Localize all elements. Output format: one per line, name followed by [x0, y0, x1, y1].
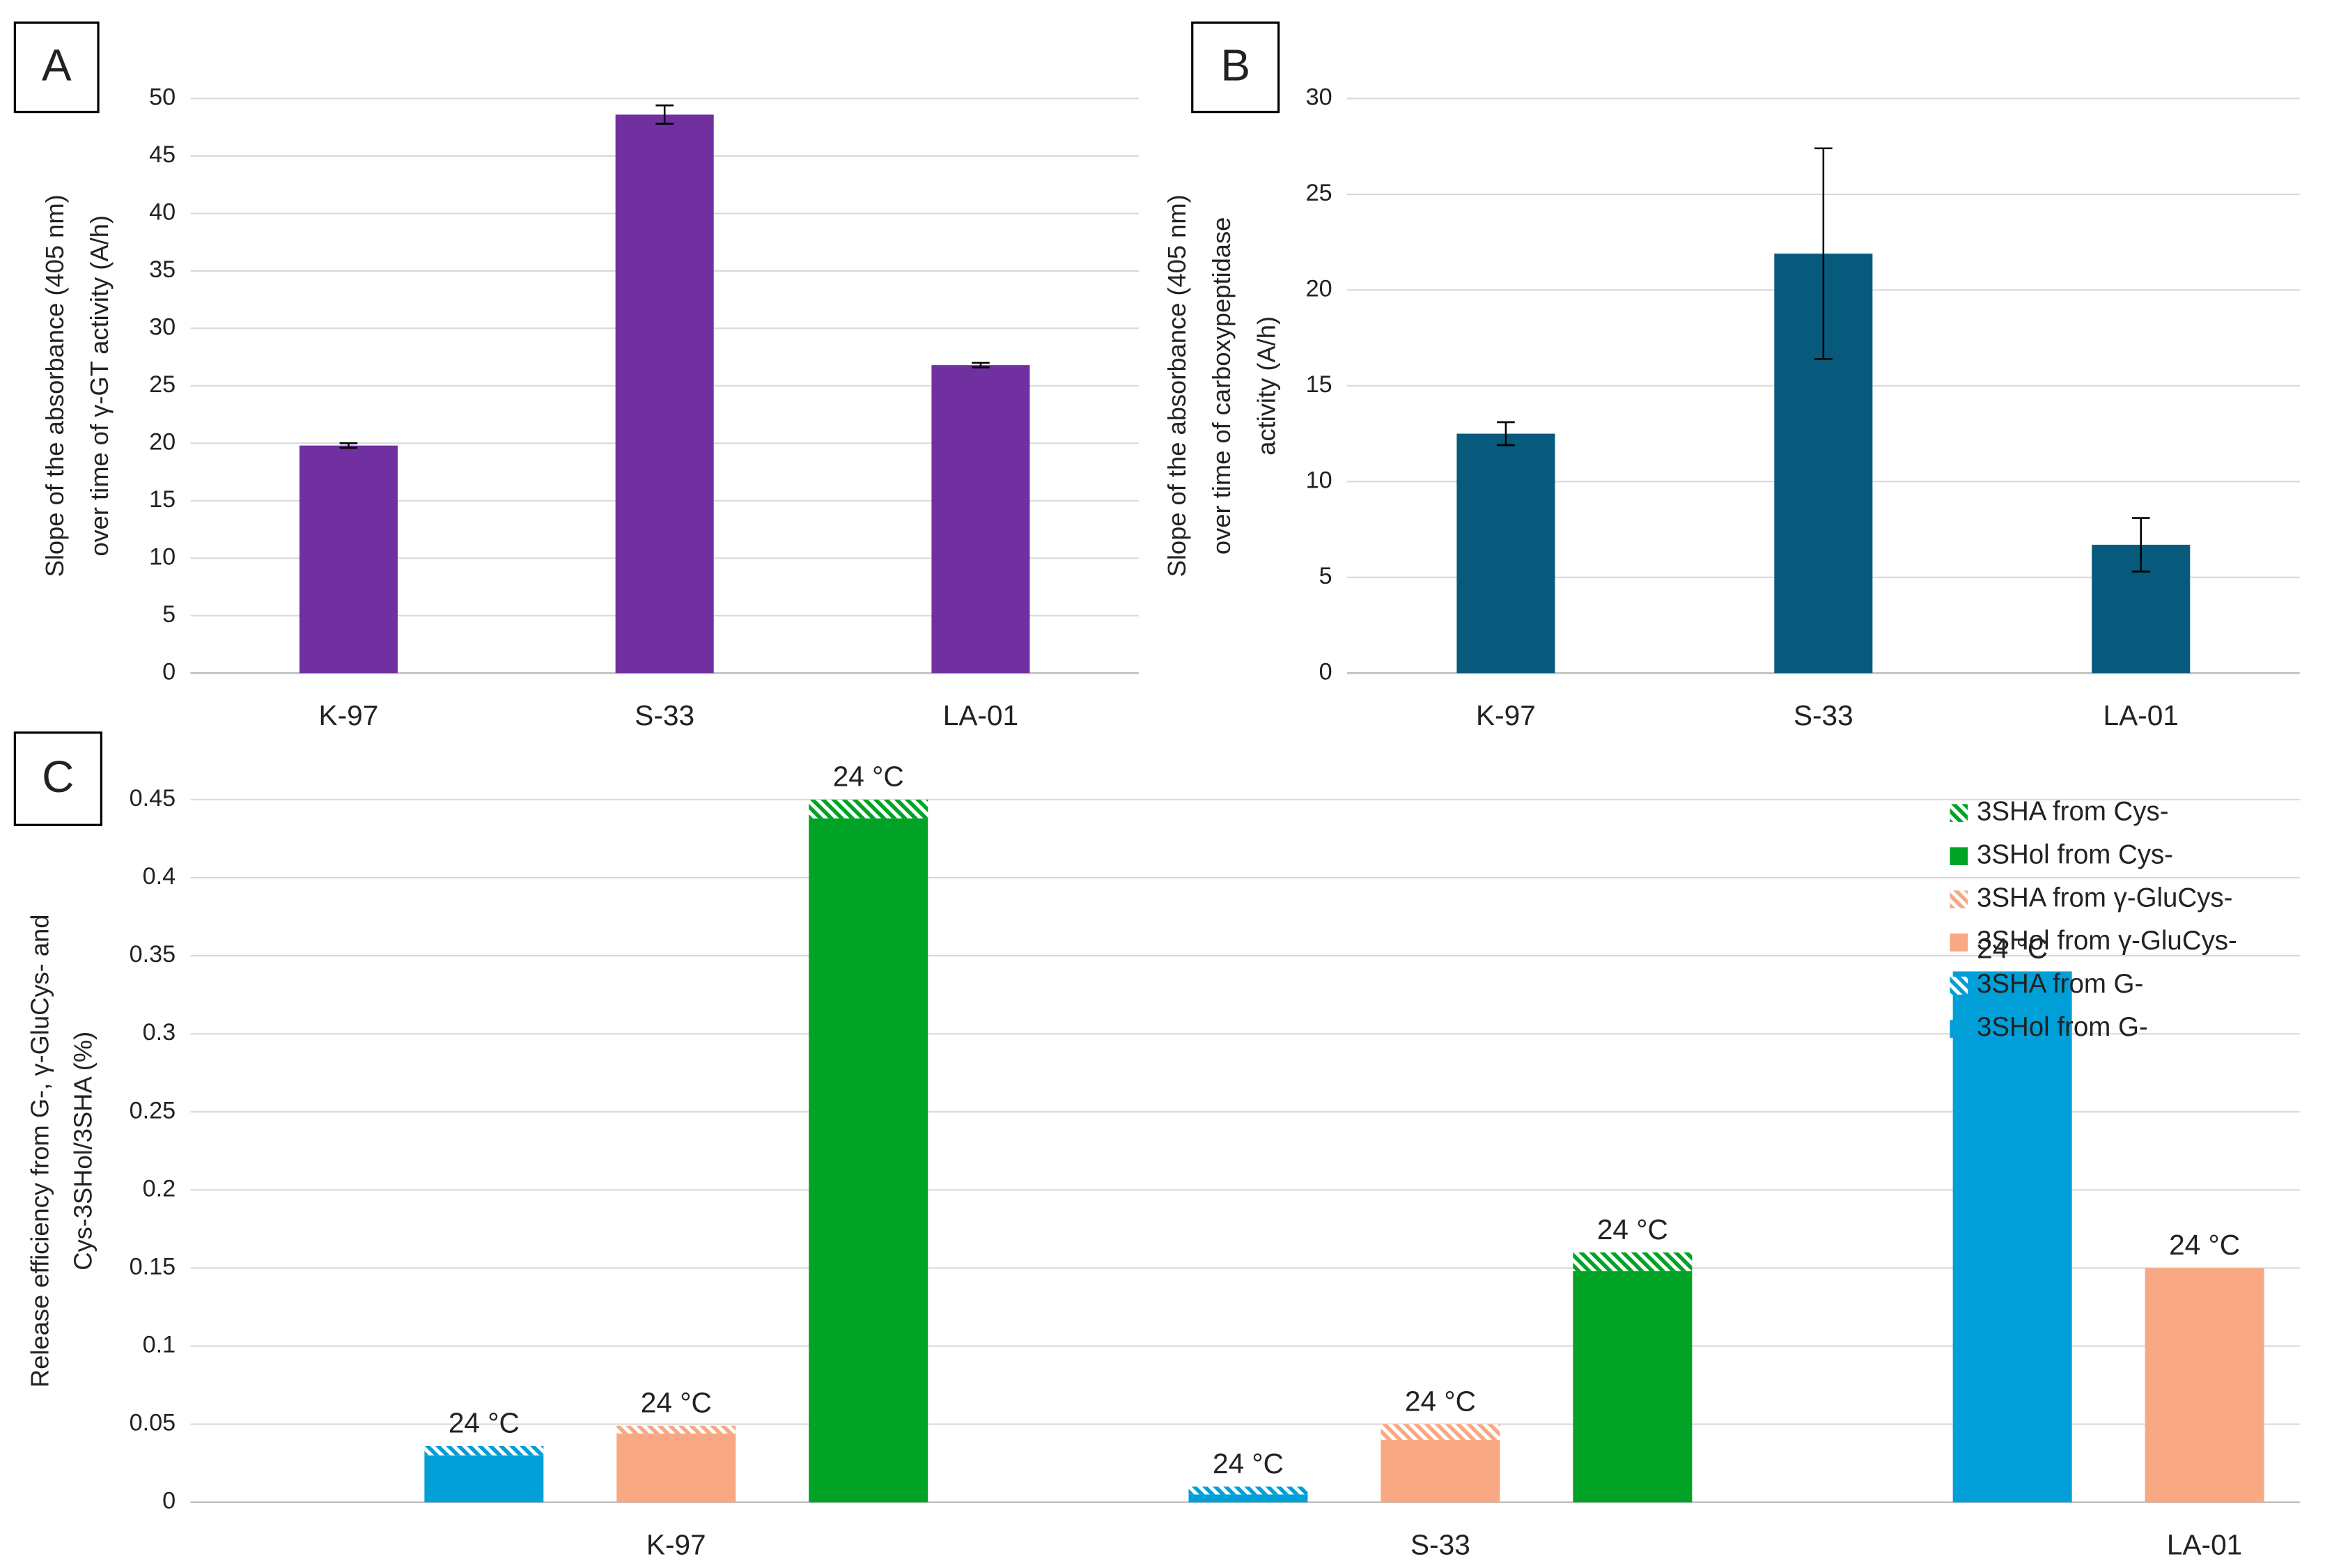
- y-tick-label: 0.05: [130, 1410, 176, 1436]
- error-bar: [1814, 147, 1833, 360]
- panel-label: B: [1220, 40, 1250, 91]
- y-tick-label: 30: [149, 313, 176, 340]
- y-axis-label: activity (A/h): [1252, 316, 1280, 456]
- x-tick-label: K-97: [646, 1528, 706, 1560]
- bar: [615, 114, 714, 674]
- x-tick-label: S-33: [635, 699, 694, 731]
- y-tick-label: 35: [149, 256, 176, 283]
- legend-label: 3SHA from G-: [1977, 969, 2143, 999]
- panel-label: C: [42, 752, 74, 802]
- panel-label: A: [42, 40, 72, 91]
- legend-label: 3SHA from Cys-: [1977, 796, 2169, 826]
- legend-swatch: [1950, 977, 1968, 995]
- y-tick-label: 0.35: [130, 941, 176, 968]
- x-tick-label: S-33: [1410, 1528, 1470, 1560]
- bar: [299, 445, 398, 674]
- bar-segment: [1188, 1494, 1308, 1503]
- y-tick-label: 0.3: [143, 1019, 176, 1046]
- y-tick-label: 30: [1306, 84, 1332, 110]
- x-tick-label: S-33: [1794, 699, 1853, 731]
- y-axis-label: Cys-3SHol/3SHA (%): [68, 1032, 97, 1271]
- y-tick-label: 0.1: [143, 1331, 176, 1358]
- panel-box: [13, 731, 102, 826]
- y-tick-label: 5: [162, 601, 176, 628]
- bar-segment: [2145, 1268, 2264, 1503]
- y-tick-label: 50: [149, 84, 176, 110]
- y-tick-label: 15: [149, 486, 176, 513]
- panel-box: [1191, 21, 1280, 114]
- bar: [1456, 433, 1555, 674]
- bar-segment: [424, 1445, 544, 1456]
- y-axis-label: Slope of the absorbance (405 nm): [40, 194, 69, 577]
- legend-label: 3SHol from γ-GluCys-: [1977, 926, 2237, 956]
- y-tick-label: 20: [1306, 275, 1332, 302]
- y-tick-label: 0: [1319, 658, 1332, 685]
- bar-segment: [1381, 1424, 1500, 1440]
- y-tick-label: 25: [149, 371, 176, 398]
- x-tick-label: K-97: [319, 699, 379, 731]
- y-tick-label: 20: [149, 428, 176, 455]
- bar-annotation: 24 °C: [1213, 1447, 1284, 1480]
- y-axis-label: Release efficiency from G-, γ-GluCys- an…: [25, 915, 54, 1388]
- bar-annotation: 24 °C: [2169, 1229, 2240, 1261]
- legend-label: 3SHol from G-: [1977, 1012, 2148, 1042]
- y-axis-label: over time of γ-GT activity (A/h): [85, 215, 114, 557]
- legend-label: 3SHA from γ-GluCys-: [1977, 883, 2233, 913]
- error-bar: [2131, 517, 2150, 573]
- x-tick-label: LA-01: [2104, 699, 2179, 731]
- bar-segment: [1573, 1271, 1693, 1503]
- bar-segment: [616, 1433, 736, 1503]
- y-tick-label: 0.2: [143, 1175, 176, 1202]
- y-tick-label: 15: [1306, 371, 1332, 398]
- bar-annotation: 24 °C: [1405, 1385, 1476, 1417]
- y-tick-label: 0.45: [130, 785, 176, 812]
- y-tick-label: 0: [162, 658, 176, 685]
- bar-segment: [1188, 1487, 1308, 1495]
- y-tick-label: 10: [1306, 467, 1332, 493]
- bar: [931, 365, 1030, 674]
- x-tick-label: LA-01: [943, 699, 1018, 731]
- legend-swatch: [1950, 847, 1968, 865]
- bar-segment: [809, 799, 928, 818]
- bar-annotation: 24 °C: [1977, 932, 2048, 964]
- legend-swatch: [1950, 1020, 1968, 1038]
- bar-segment: [616, 1425, 736, 1434]
- bar-annotation: 24 °C: [833, 761, 904, 793]
- y-tick-label: 25: [1306, 180, 1332, 206]
- bar-annotation: 24 °C: [449, 1407, 520, 1439]
- y-tick-label: 40: [149, 199, 176, 225]
- legend-swatch: [1950, 933, 1968, 952]
- y-tick-label: 0: [162, 1488, 176, 1514]
- bar-segment: [1381, 1439, 1500, 1503]
- y-tick-label: 0.15: [130, 1253, 176, 1280]
- y-tick-label: 5: [1319, 563, 1332, 589]
- x-tick-label: LA-01: [2167, 1528, 2242, 1560]
- legend-label: 3SHol from Cys-: [1977, 839, 2173, 869]
- x-tick-label: K-97: [1476, 699, 1536, 731]
- bar-segment: [424, 1455, 544, 1503]
- bar-segment: [809, 818, 928, 1503]
- bar-annotation: 24 °C: [641, 1387, 712, 1419]
- bar-segment: [1573, 1252, 1693, 1271]
- error-bar: [1497, 421, 1515, 447]
- y-tick-label: 0.25: [130, 1097, 176, 1124]
- bar-annotation: 24 °C: [1597, 1213, 1668, 1245]
- error-bar: [655, 104, 674, 125]
- y-tick-label: 0.4: [143, 863, 176, 890]
- error-bar: [339, 442, 358, 449]
- panel-box: [13, 21, 100, 114]
- legend-swatch: [1950, 890, 1968, 908]
- error-bar: [972, 362, 990, 368]
- bar-segment: [1952, 971, 2072, 1503]
- y-tick-label: 10: [149, 543, 176, 570]
- y-axis-label: Slope of the absorbance (405 nm): [1162, 194, 1191, 577]
- y-tick-label: 45: [149, 141, 176, 168]
- y-axis-label: over time of carboxypeptidase: [1207, 217, 1236, 554]
- legend-swatch: [1950, 804, 1968, 822]
